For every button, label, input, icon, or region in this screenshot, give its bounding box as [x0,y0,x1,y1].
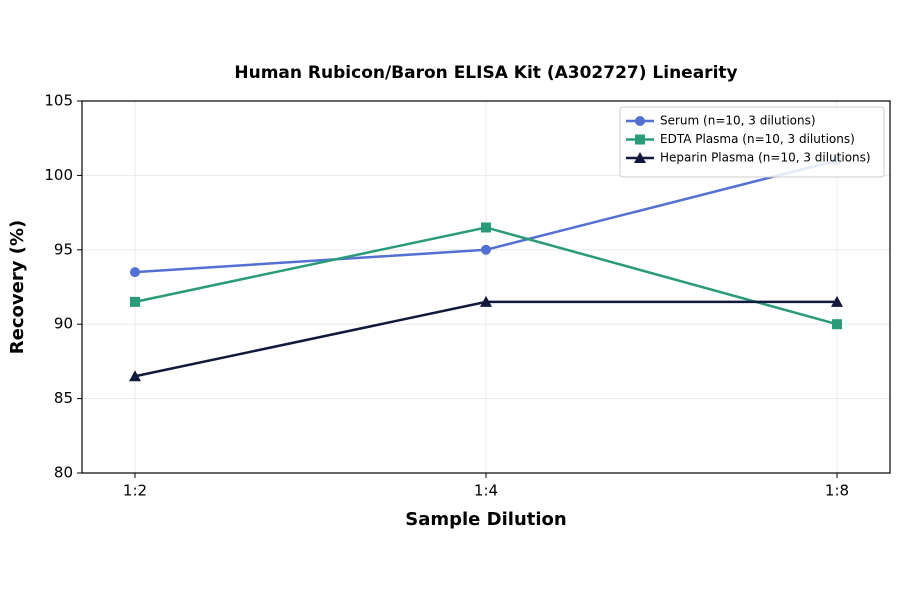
marker [130,296,140,307]
plot-frame [81,100,891,474]
y-tick-label: 105 [44,92,73,110]
x-axis-label: Sample Dilution [405,509,566,530]
marker [130,267,140,278]
y-tick-label: 100 [44,166,73,184]
marker [635,116,645,126]
marker [481,244,491,255]
legend-box [619,106,885,178]
x-tick-label: 1:2 [123,482,147,500]
legend-label: EDTA Plasma (n=10, 3 dilutions) [660,132,855,146]
x-tick-label: 1:4 [474,482,498,500]
chart-title: Human Rubicon/Baron ELISA Kit (A302727) … [234,63,737,83]
y-tick-label: 85 [54,389,73,407]
marker [129,370,141,382]
marker [635,134,645,145]
y-tick-label: 90 [54,315,73,333]
y-axis-label: Recovery (%) [7,220,28,354]
marker [481,222,491,233]
marker [634,152,646,163]
legend-label: Serum (n=10, 3 dilutions) [660,114,816,128]
legend-label: Heparin Plasma (n=10, 3 dilutions) [660,151,871,165]
marker [831,295,843,307]
marker [480,295,492,307]
y-tick-label: 95 [54,240,73,258]
marker [832,319,842,330]
x-tick-label: 1:8 [825,482,849,500]
y-tick-label: 80 [54,464,73,482]
